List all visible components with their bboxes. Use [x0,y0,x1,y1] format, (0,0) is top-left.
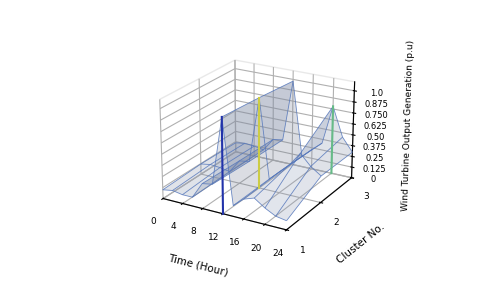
Y-axis label: Cluster No.: Cluster No. [334,221,386,265]
X-axis label: Time (Hour): Time (Hour) [166,253,229,278]
